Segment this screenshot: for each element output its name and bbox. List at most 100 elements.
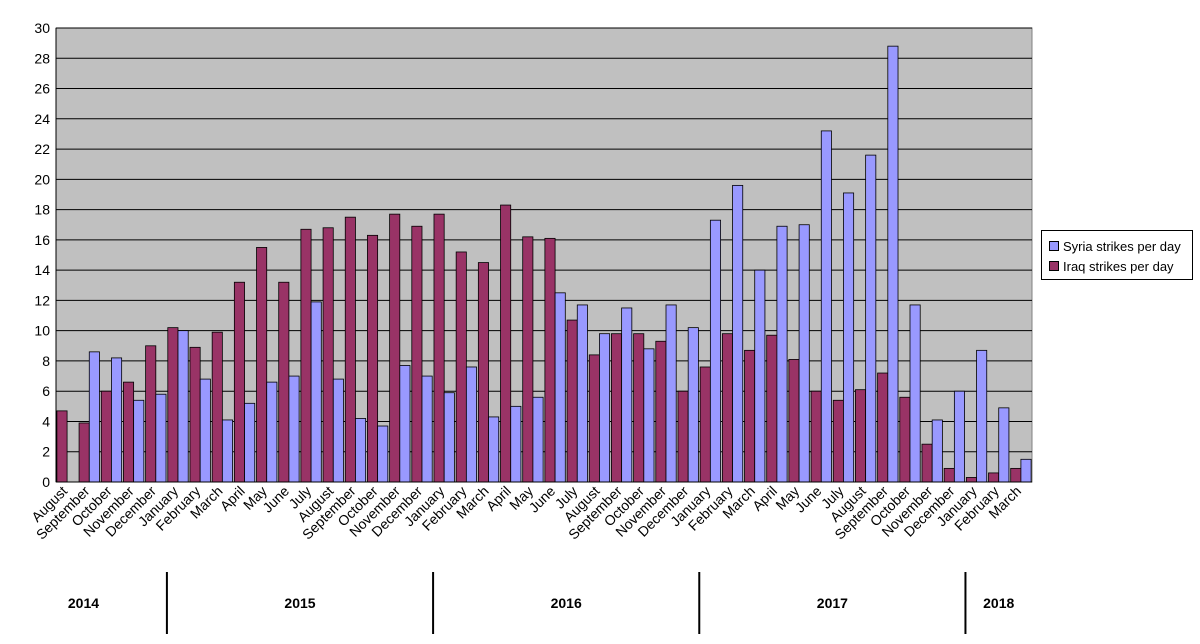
bar-syria bbox=[621, 307, 633, 483]
bar-syria bbox=[332, 378, 344, 483]
bar-syria bbox=[976, 349, 988, 483]
bar-iraq bbox=[455, 251, 467, 483]
bar-iraq bbox=[943, 467, 955, 483]
bar-syria bbox=[998, 407, 1010, 483]
bar-iraq bbox=[544, 237, 556, 483]
bar-iraq bbox=[677, 390, 689, 483]
bar-syria bbox=[532, 396, 544, 483]
bar-iraq bbox=[855, 389, 867, 483]
year-label: 2017 bbox=[817, 595, 848, 611]
bar-syria bbox=[709, 219, 721, 483]
bar-syria bbox=[465, 366, 477, 483]
bar-iraq bbox=[256, 247, 268, 483]
bar-iraq bbox=[699, 366, 711, 483]
year-label: 2018 bbox=[983, 595, 1014, 611]
bar-syria bbox=[510, 405, 522, 483]
legend-swatch-iraq bbox=[1049, 261, 1059, 271]
bar-iraq bbox=[411, 225, 423, 483]
bar-syria bbox=[288, 375, 300, 483]
y-tick-label: 18 bbox=[34, 202, 50, 218]
y-tick-label: 20 bbox=[34, 171, 50, 187]
bar-syria bbox=[953, 390, 965, 483]
bar-syria bbox=[887, 45, 899, 483]
legend: Syria strikes per day Iraq strikes per d… bbox=[1041, 230, 1193, 280]
legend-item-iraq: Iraq strikes per day bbox=[1049, 259, 1174, 274]
y-tick-label: 2 bbox=[42, 444, 50, 460]
bar-iraq bbox=[1010, 467, 1022, 483]
y-tick-label: 30 bbox=[34, 20, 50, 36]
bar-syria bbox=[754, 269, 766, 483]
bar-iraq bbox=[744, 349, 756, 483]
bar-syria bbox=[355, 418, 367, 483]
x-tick-labels: AugustSeptemberOctoberNovemberDecemberJa… bbox=[28, 483, 1024, 543]
bar-syria bbox=[687, 327, 699, 483]
y-tick-label: 6 bbox=[42, 383, 50, 399]
y-tick-label: 8 bbox=[42, 353, 50, 369]
bar-iraq bbox=[877, 372, 889, 483]
bar-syria bbox=[310, 301, 322, 483]
year-labels: 2014 2015 2016 2017 2018 bbox=[68, 572, 1015, 634]
bar-syria bbox=[177, 330, 189, 483]
bar-syria bbox=[421, 375, 433, 483]
bar-syria bbox=[820, 130, 832, 483]
bar-syria bbox=[266, 381, 278, 483]
bar-iraq bbox=[965, 477, 977, 483]
y-tick-label: 0 bbox=[42, 474, 50, 490]
bar-iraq bbox=[655, 340, 667, 483]
bar-iraq bbox=[189, 346, 201, 483]
bar-syria bbox=[909, 304, 921, 483]
y-tick-label: 26 bbox=[34, 81, 50, 97]
bar-iraq bbox=[367, 234, 379, 483]
bar-syria bbox=[643, 348, 655, 483]
bar-syria bbox=[221, 419, 233, 483]
bar-iraq bbox=[633, 333, 645, 483]
axes bbox=[55, 28, 1032, 483]
bar-iraq bbox=[810, 390, 822, 483]
y-tick-label: 24 bbox=[34, 111, 50, 127]
year-label: 2015 bbox=[284, 595, 315, 611]
bar-iraq bbox=[78, 422, 90, 483]
bar-syria bbox=[443, 392, 455, 483]
bar-iraq bbox=[721, 333, 733, 483]
bar-iraq bbox=[433, 213, 445, 483]
bar-syria bbox=[155, 393, 167, 483]
y-tick-label: 22 bbox=[34, 141, 50, 157]
bar-syria bbox=[111, 357, 123, 483]
bar-syria bbox=[732, 184, 744, 483]
bar-syria bbox=[843, 192, 855, 483]
bar-syria bbox=[865, 154, 877, 483]
bar-iraq bbox=[611, 333, 623, 483]
bar-iraq bbox=[500, 204, 512, 483]
bar-syria bbox=[244, 402, 256, 483]
bar-syria bbox=[199, 378, 211, 483]
bar-iraq bbox=[145, 345, 157, 483]
y-tick-label: 28 bbox=[34, 50, 50, 66]
bar-syria bbox=[931, 419, 943, 483]
bar-syria bbox=[88, 351, 100, 483]
y-tick-label: 4 bbox=[42, 413, 50, 429]
y-tick-label: 12 bbox=[34, 292, 50, 308]
bar-syria bbox=[798, 224, 810, 483]
bar-iraq bbox=[56, 410, 68, 483]
y-tick-label: 14 bbox=[34, 262, 50, 278]
bar-syria bbox=[599, 333, 611, 483]
bar-iraq bbox=[344, 216, 356, 483]
bar-syria bbox=[554, 292, 566, 483]
bar-iraq bbox=[300, 228, 312, 483]
bar-syria bbox=[776, 225, 788, 483]
bar-iraq bbox=[588, 354, 600, 483]
bar-syria bbox=[576, 304, 588, 483]
year-label: 2016 bbox=[551, 595, 582, 611]
legend-swatch-syria bbox=[1049, 241, 1059, 251]
bar-syria bbox=[133, 399, 145, 483]
bar-iraq bbox=[167, 327, 179, 483]
bars bbox=[56, 45, 1032, 483]
bar-iraq bbox=[899, 396, 911, 483]
bar-iraq bbox=[566, 319, 578, 483]
bar-iraq bbox=[123, 381, 135, 483]
bar-iraq bbox=[766, 334, 778, 483]
bar-iraq bbox=[322, 227, 334, 483]
bar-iraq bbox=[211, 331, 223, 483]
bar-iraq bbox=[788, 359, 800, 483]
